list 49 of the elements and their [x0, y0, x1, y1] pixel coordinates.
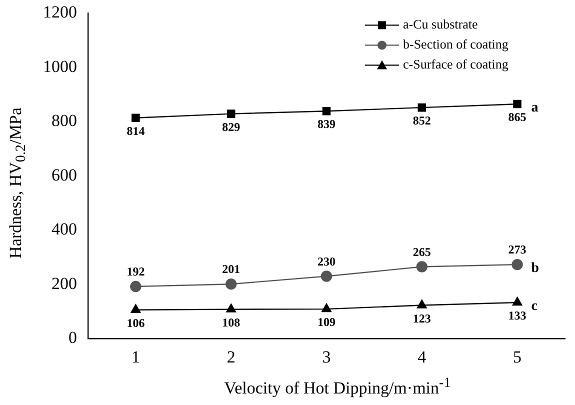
y-tick-label: 1200 [43, 2, 77, 22]
data-label: 201 [222, 262, 240, 276]
point [512, 258, 523, 270]
data-label: 123 [412, 311, 431, 326]
x-tick-label: 4 [418, 347, 427, 366]
point [226, 278, 237, 290]
point [512, 296, 522, 306]
x-tick-label: 5 [513, 347, 522, 366]
annotation: b [531, 261, 540, 276]
point [513, 100, 522, 108]
point [322, 106, 331, 116]
y-tick-label: 800 [52, 111, 77, 130]
point [322, 303, 332, 312]
data-label: 106 [126, 316, 145, 330]
x-tick-label: 1 [131, 347, 140, 366]
legend-label: b-Section of coating [403, 36, 509, 52]
y-tick-label: 400 [52, 220, 77, 239]
data-label: 829 [222, 120, 240, 134]
point [416, 261, 428, 272]
point [320, 270, 332, 282]
legend-label: a-Cu substrate [403, 16, 478, 32]
point [418, 103, 426, 112]
point [130, 280, 142, 292]
point [130, 304, 141, 313]
data-label: 109 [318, 315, 336, 330]
data-label: 273 [508, 242, 526, 257]
annotation: c [531, 299, 538, 314]
data-label: 265 [412, 244, 431, 259]
point [226, 110, 236, 118]
data-label: 852 [412, 114, 431, 128]
data-label: 133 [508, 308, 526, 323]
data-label: 839 [318, 117, 336, 132]
x-axis-title: Velocity of Hot Dipping/m·min$^{-1}$ [223, 375, 452, 399]
data-label: 108 [222, 315, 240, 330]
data-label: 865 [508, 110, 526, 124]
y-tick-label: 600 [52, 165, 77, 184]
data-label: 814 [126, 124, 145, 138]
point [416, 300, 427, 308]
y-tick-label: 200 [52, 274, 77, 293]
y-tick-label: 0 [68, 328, 77, 348]
y-tick-label: 1000 [43, 56, 77, 76]
point [132, 114, 140, 122]
legend-label: c-Surface of coating [403, 56, 509, 72]
data-label: 230 [318, 254, 336, 268]
annotation: a [531, 100, 538, 116]
data-label: 192 [126, 264, 145, 279]
x-tick-label: 2 [226, 347, 236, 366]
x-tick-label: 3 [322, 347, 331, 366]
point [226, 304, 236, 312]
